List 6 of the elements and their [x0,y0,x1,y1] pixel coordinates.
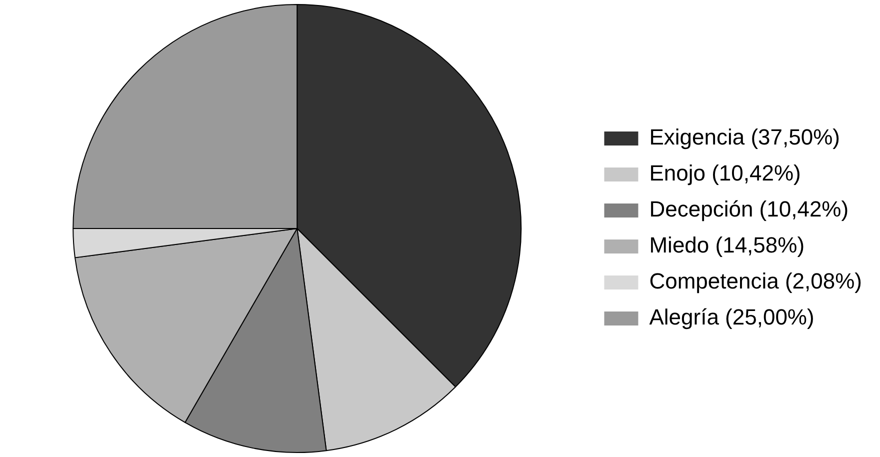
legend-label: Exigencia (37,50%) [649,124,840,150]
legend-label: Miedo (14,58%) [649,232,805,258]
legend-label: Alegría (25,00%) [649,304,814,330]
legend-label: Competencia (2,08%) [649,268,862,294]
legend-label: Enojo (10,42%) [649,160,801,186]
legend-label: Decepción (10,42%) [649,196,849,222]
